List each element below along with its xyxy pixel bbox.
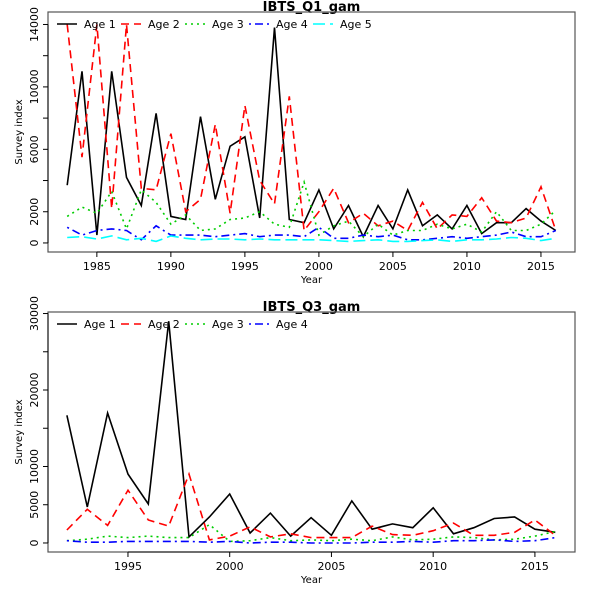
series-line-age-3 [66,523,556,543]
x-axis-label: Year [300,275,323,286]
legend: Age 1 Age 2 Age 3 Age 4 Age 5 [57,18,372,31]
x-tick-label: 1995 [231,260,259,273]
y-tick-label: 10000 [28,449,41,484]
y-axis: 0 5000 10000 20000 30000 [28,296,49,546]
x-tick-label: 2005 [317,560,345,573]
y-tick-label: 0 [28,539,41,546]
series-line-age-4 [66,536,556,544]
series-line-age-4 [66,224,557,241]
y-tick-label: 0 [28,239,41,246]
series-line-age-1 [66,321,556,539]
x-tick-label: 2015 [527,260,555,273]
y-axis-label: Survey index [14,399,25,464]
chart-title: IBTS_Q3_gam [263,300,361,315]
x-tick-label: 2000 [216,560,244,573]
series-line-age-2 [66,24,557,233]
series-line-age-1 [66,27,557,239]
x-axis: 1985 1990 1995 2000 2005 2010 2015 [83,251,555,273]
x-tick-label: 1995 [114,560,142,573]
legend-label: Age 5 [340,18,372,31]
x-axis-label: Year [300,575,323,586]
chart-title: IBTS_Q1_gam [263,0,361,15]
legend-label: Age 4 [276,318,308,331]
x-tick-label: 2010 [453,260,481,273]
y-tick-label: 5000 [28,491,41,519]
legend: Age 1 Age 2 Age 3 Age 4 [57,318,308,331]
plot-frame [47,311,576,553]
legend-label: Age 4 [276,18,308,31]
x-axis: 1995 2000 2005 2010 2015 [114,551,549,573]
x-tick-label: 2015 [521,560,549,573]
panel-2: IBTS_Q3_gam 1995 2000 2005 2010 2015 Year 0 5000… [14,296,576,586]
x-tick-label: 2000 [305,260,333,273]
y-tick-label: 2000 [28,198,41,226]
y-tick-label: 20000 [28,373,41,408]
panel-1: IBTS_Q1_gam 1985 1990 1995 2000 2005 2010 2015 Y… [14,0,576,286]
legend-label: Age 3 [212,318,244,331]
y-axis: 0 2000 6000 10000 14000 [28,7,49,246]
series-line-age-5 [67,235,556,243]
y-tick-label: 6000 [28,135,41,163]
x-tick-label: 2010 [419,560,447,573]
x-tick-label: 1985 [83,260,111,273]
series-line-age-2 [66,471,556,541]
plot-frame [47,11,576,253]
series-line-age-3 [66,179,557,238]
legend-label: Age 3 [212,18,244,31]
y-tick-label: 30000 [28,296,41,331]
x-tick-label: 2005 [379,260,407,273]
y-tick-label: 14000 [28,7,41,42]
y-tick-label: 10000 [28,69,41,104]
y-axis-label: Survey index [14,99,25,164]
x-tick-label: 1990 [157,260,185,273]
legend-label: Age 2 [148,318,180,331]
legend-label: Age 1 [84,318,116,331]
legend-label: Age 1 [84,18,116,31]
legend-label: Age 2 [148,18,180,31]
